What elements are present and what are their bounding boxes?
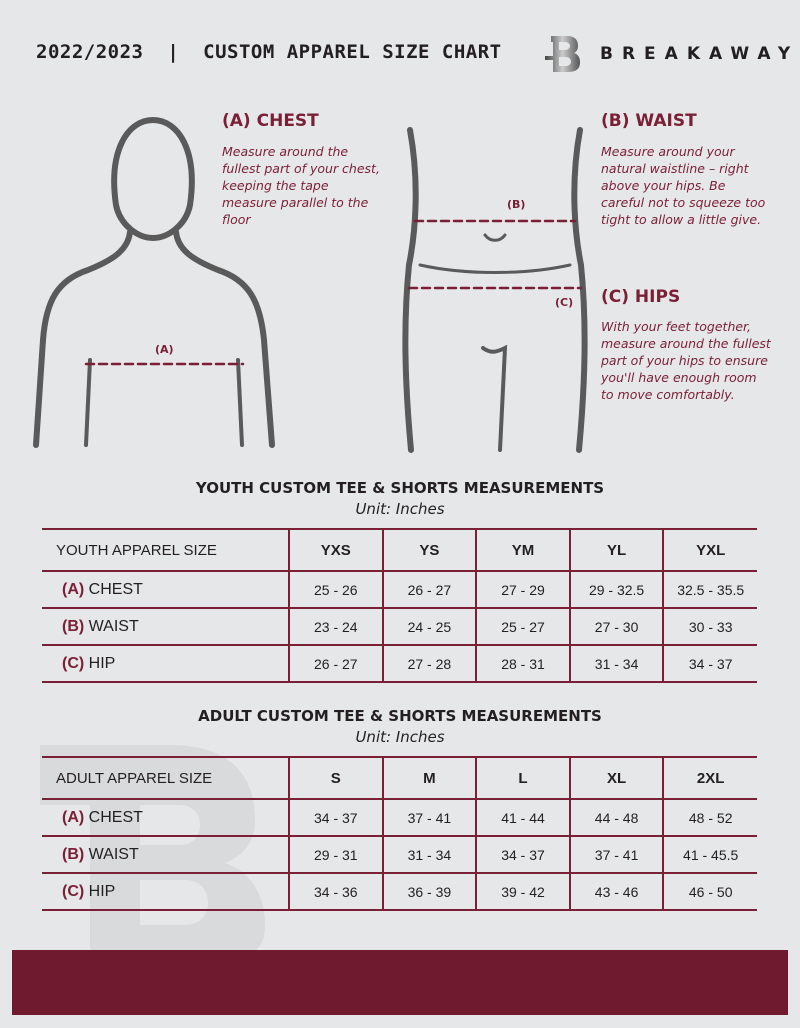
table-cell: 26 - 27 [288,644,383,683]
size-column-header: S [288,756,383,800]
measurement-code: (A) [62,580,85,598]
table-cell: 41 - 44 [475,798,570,837]
table-row: (B) WAIST 29 - 31 31 - 34 34 - 37 37 - 41 41 … [42,835,757,874]
table-cell: 24 - 25 [381,607,477,646]
hips-marker: (C) [555,296,574,309]
youth-size-table: YOUTH APPAREL SIZE YXS YS YM YL YXL (A) CHEST 2… [42,528,757,683]
measurement-code: (B) [62,845,85,863]
measurement-name: HIP [88,882,116,900]
waist-instructions: Measure around your natural waistline – … [601,144,766,227]
measurement-code: (A) [62,808,85,826]
table-cell: 27 - 30 [568,607,664,646]
measurement-name: CHEST [88,580,143,598]
measurement-name: WAIST [88,617,139,635]
size-column-header: M [381,756,477,800]
table-cell: 23 - 24 [288,607,383,646]
size-header: YOUTH APPAREL SIZE [42,528,289,572]
measurement-name: CHEST [88,808,143,826]
table-cell: 27 - 29 [475,570,570,609]
size-column-header: YL [568,528,664,572]
waist-marker: (B) [507,198,526,211]
chest-heading: (A) CHEST [222,111,319,131]
table-header-row: YOUTH APPAREL SIZE YXS YS YM YL YXL [42,528,757,572]
measurement-label: (A) CHEST [42,570,289,609]
table-cell: 34 - 37 [288,798,383,837]
breakaway-logo-icon [545,36,580,72]
page-title: 2022/2023 | CUSTOM APPAREL SIZE CHART [36,41,502,63]
table-header-row: ADULT APPAREL SIZE S M L XL 2XL [42,756,757,800]
hips-instructions: With your feet together, measure around … [601,319,771,402]
size-column-header: YS [381,528,477,572]
size-column-header: YXL [662,528,757,572]
table-cell: 34 - 37 [662,644,757,683]
table-cell: 29 - 32.5 [568,570,664,609]
table-cell: 32.5 - 35.5 [662,570,757,609]
size-column-header: YM [475,528,570,572]
table-cell: 37 - 41 [568,835,664,874]
table-row: (A) CHEST 25 - 26 26 - 27 27 - 29 29 - 32.5 3… [42,570,757,609]
table-cell: 41 - 45.5 [662,835,757,874]
chest-instructions: Measure around the fullest part of your … [222,144,380,227]
size-header: ADULT APPAREL SIZE [42,756,289,800]
table-cell: 46 - 50 [662,872,757,911]
table-cell: 48 - 52 [662,798,757,837]
table-cell: 27 - 28 [381,644,477,683]
measurement-label: (C) HIP [42,644,289,683]
size-column-header: YXS [288,528,383,572]
table-cell: 30 - 33 [662,607,757,646]
adult-table-title: ADULT CUSTOM TEE & SHORTS MEASUREMENTS [198,707,602,725]
table-row: (C) HIP 34 - 36 36 - 39 39 - 42 43 - 46 46 - … [42,872,757,911]
measurement-name: HIP [88,654,116,672]
size-column-header: 2XL [662,756,757,800]
table-cell: 31 - 34 [568,644,664,683]
table-cell: 44 - 48 [568,798,664,837]
table-cell: 34 - 37 [475,835,570,874]
size-column-header: XL [568,756,664,800]
measurement-label: (B) WAIST [42,835,289,874]
measurement-code: (C) [62,654,85,672]
measurement-code: (C) [62,882,85,900]
table-cell: 28 - 31 [475,644,570,683]
size-column-header: L [475,756,570,800]
table-cell: 34 - 36 [288,872,383,911]
table-cell: 31 - 34 [381,835,477,874]
table-cell: 25 - 26 [288,570,383,609]
table-row: (C) HIP 26 - 27 27 - 28 28 - 31 31 - 34 34 - … [42,644,757,683]
table-row: (B) WAIST 23 - 24 24 - 25 25 - 27 27 - 30 30 … [42,607,757,646]
measurement-label: (A) CHEST [42,798,289,837]
measurement-code: (B) [62,617,85,635]
table-cell: 43 - 46 [568,872,664,911]
table-cell: 29 - 31 [288,835,383,874]
waist-heading: (B) WAIST [601,111,697,131]
adult-size-table: ADULT APPAREL SIZE S M L XL 2XL (A) CHEST 34 - … [42,756,757,911]
measurement-name: WAIST [88,845,139,863]
table-cell: 25 - 27 [475,607,570,646]
table-cell: 39 - 42 [475,872,570,911]
hips-heading: (C) HIPS [601,287,681,307]
table-cell: 37 - 41 [381,798,477,837]
upper-body-figure-icon [33,116,275,448]
table-cell: 36 - 39 [381,872,477,911]
measurement-label: (C) HIP [42,872,289,911]
footer-bar [12,950,788,1015]
brand-name: BREAKAWAY [600,44,800,64]
measurement-label: (B) WAIST [42,607,289,646]
youth-unit: Unit: Inches [355,500,445,518]
adult-unit: Unit: Inches [355,728,445,746]
lower-body-figure-icon [402,127,588,453]
table-cell: 26 - 27 [381,570,477,609]
youth-table-title: YOUTH CUSTOM TEE & SHORTS MEASUREMENTS [195,479,605,497]
chest-marker: (A) [155,343,174,356]
table-row: (A) CHEST 34 - 37 37 - 41 41 - 44 44 - 48 48 … [42,798,757,837]
